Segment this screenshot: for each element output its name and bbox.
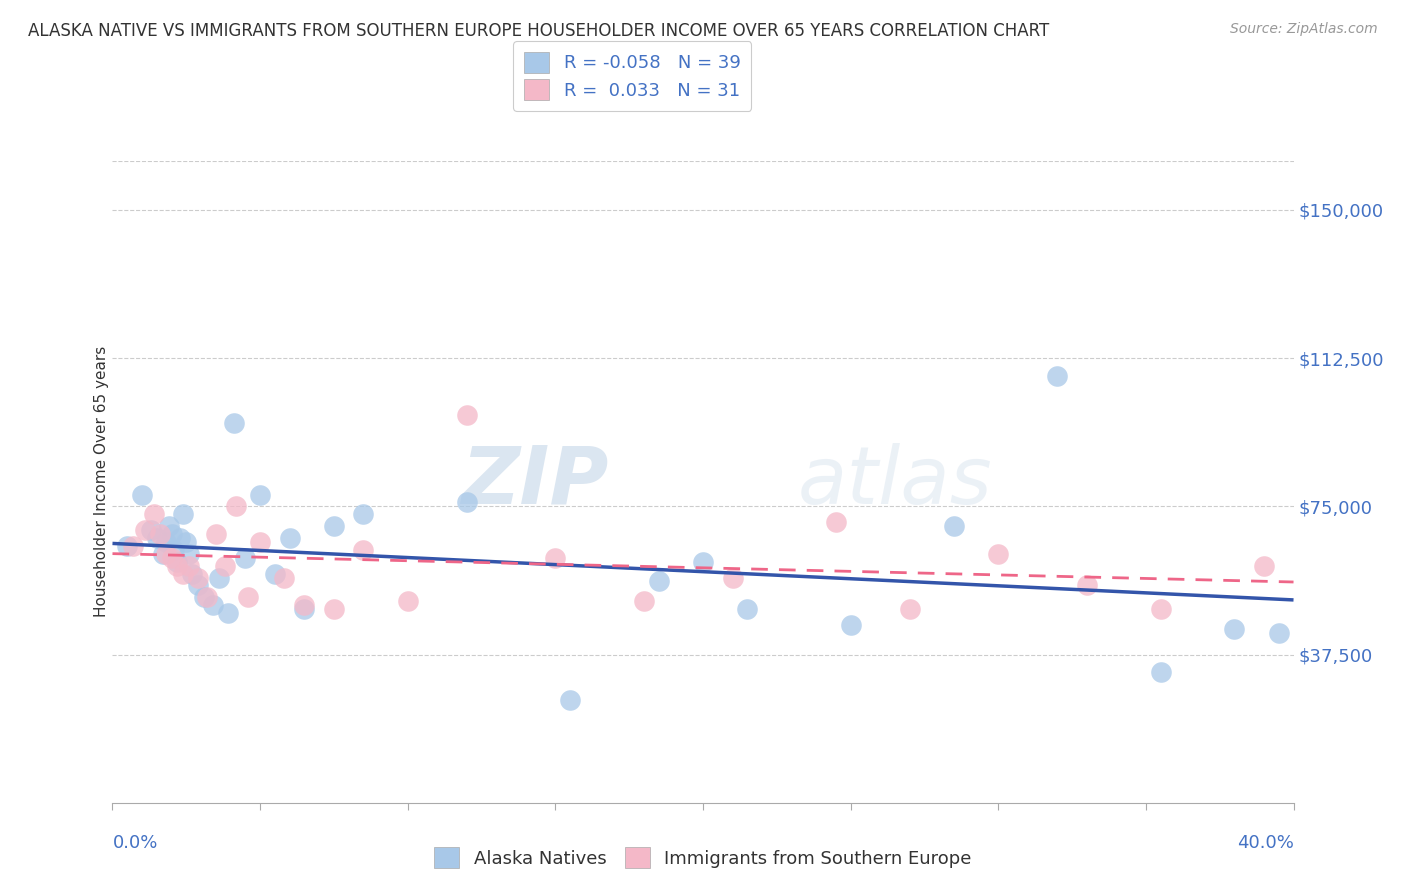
Text: Source: ZipAtlas.com: Source: ZipAtlas.com — [1230, 22, 1378, 37]
Point — [169, 531, 191, 545]
Point — [544, 550, 567, 565]
Point — [201, 598, 224, 612]
Point — [1253, 558, 1275, 573]
Point — [139, 523, 162, 537]
Point — [273, 570, 295, 584]
Text: ALASKA NATIVE VS IMMIGRANTS FROM SOUTHERN EUROPE HOUSEHOLDER INCOME OVER 65 YEAR: ALASKA NATIVE VS IMMIGRANTS FROM SOUTHER… — [28, 22, 1049, 40]
Point — [179, 558, 201, 573]
Point — [172, 566, 194, 581]
Point — [195, 591, 218, 605]
Point — [152, 547, 174, 561]
Text: ZIP: ZIP — [461, 442, 609, 521]
Point — [249, 535, 271, 549]
Point — [163, 542, 186, 557]
Point — [292, 598, 315, 612]
Point — [692, 555, 714, 569]
Point — [208, 570, 231, 584]
Point — [352, 508, 374, 522]
Point — [1076, 578, 1098, 592]
Point — [824, 515, 846, 529]
Point — [225, 500, 247, 514]
Legend: Alaska Natives, Immigrants from Southern Europe: Alaska Natives, Immigrants from Southern… — [425, 838, 981, 877]
Point — [1223, 622, 1246, 636]
Point — [1268, 625, 1291, 640]
Point — [278, 531, 301, 545]
Point — [205, 527, 228, 541]
Point — [647, 574, 671, 589]
Point — [558, 693, 582, 707]
Point — [149, 527, 172, 541]
Point — [157, 519, 180, 533]
Point — [131, 487, 153, 501]
Point — [187, 578, 209, 592]
Point — [238, 591, 260, 605]
Point — [134, 523, 156, 537]
Point — [217, 606, 239, 620]
Point — [456, 409, 478, 423]
Text: 0.0%: 0.0% — [112, 834, 157, 852]
Point — [942, 519, 965, 533]
Point — [898, 602, 921, 616]
Point — [737, 602, 759, 616]
Point — [214, 558, 236, 573]
Point — [187, 570, 209, 584]
Point — [166, 558, 188, 573]
Text: atlas: atlas — [797, 442, 993, 521]
Point — [987, 547, 1010, 561]
Point — [323, 602, 346, 616]
Point — [249, 487, 271, 501]
Point — [160, 550, 183, 565]
Point — [352, 542, 374, 557]
Point — [122, 539, 145, 553]
Point — [146, 531, 169, 545]
Point — [155, 535, 177, 549]
Point — [160, 527, 183, 541]
Point — [396, 594, 419, 608]
Point — [155, 547, 177, 561]
Point — [117, 539, 138, 553]
Point — [181, 566, 204, 581]
Point — [292, 602, 315, 616]
Point — [721, 570, 744, 584]
Y-axis label: Householder Income Over 65 years: Householder Income Over 65 years — [94, 346, 108, 617]
Point — [1150, 602, 1173, 616]
Point — [264, 566, 287, 581]
Point — [1150, 665, 1173, 680]
Point — [193, 591, 215, 605]
Point — [456, 495, 478, 509]
Point — [1046, 368, 1069, 383]
Text: 40.0%: 40.0% — [1237, 834, 1294, 852]
Point — [233, 550, 256, 565]
Point — [142, 508, 165, 522]
Point — [172, 508, 194, 522]
Point — [839, 618, 862, 632]
Point — [179, 547, 201, 561]
Point — [166, 555, 188, 569]
Point — [323, 519, 346, 533]
Point — [174, 535, 197, 549]
Point — [633, 594, 655, 608]
Point — [222, 417, 245, 431]
